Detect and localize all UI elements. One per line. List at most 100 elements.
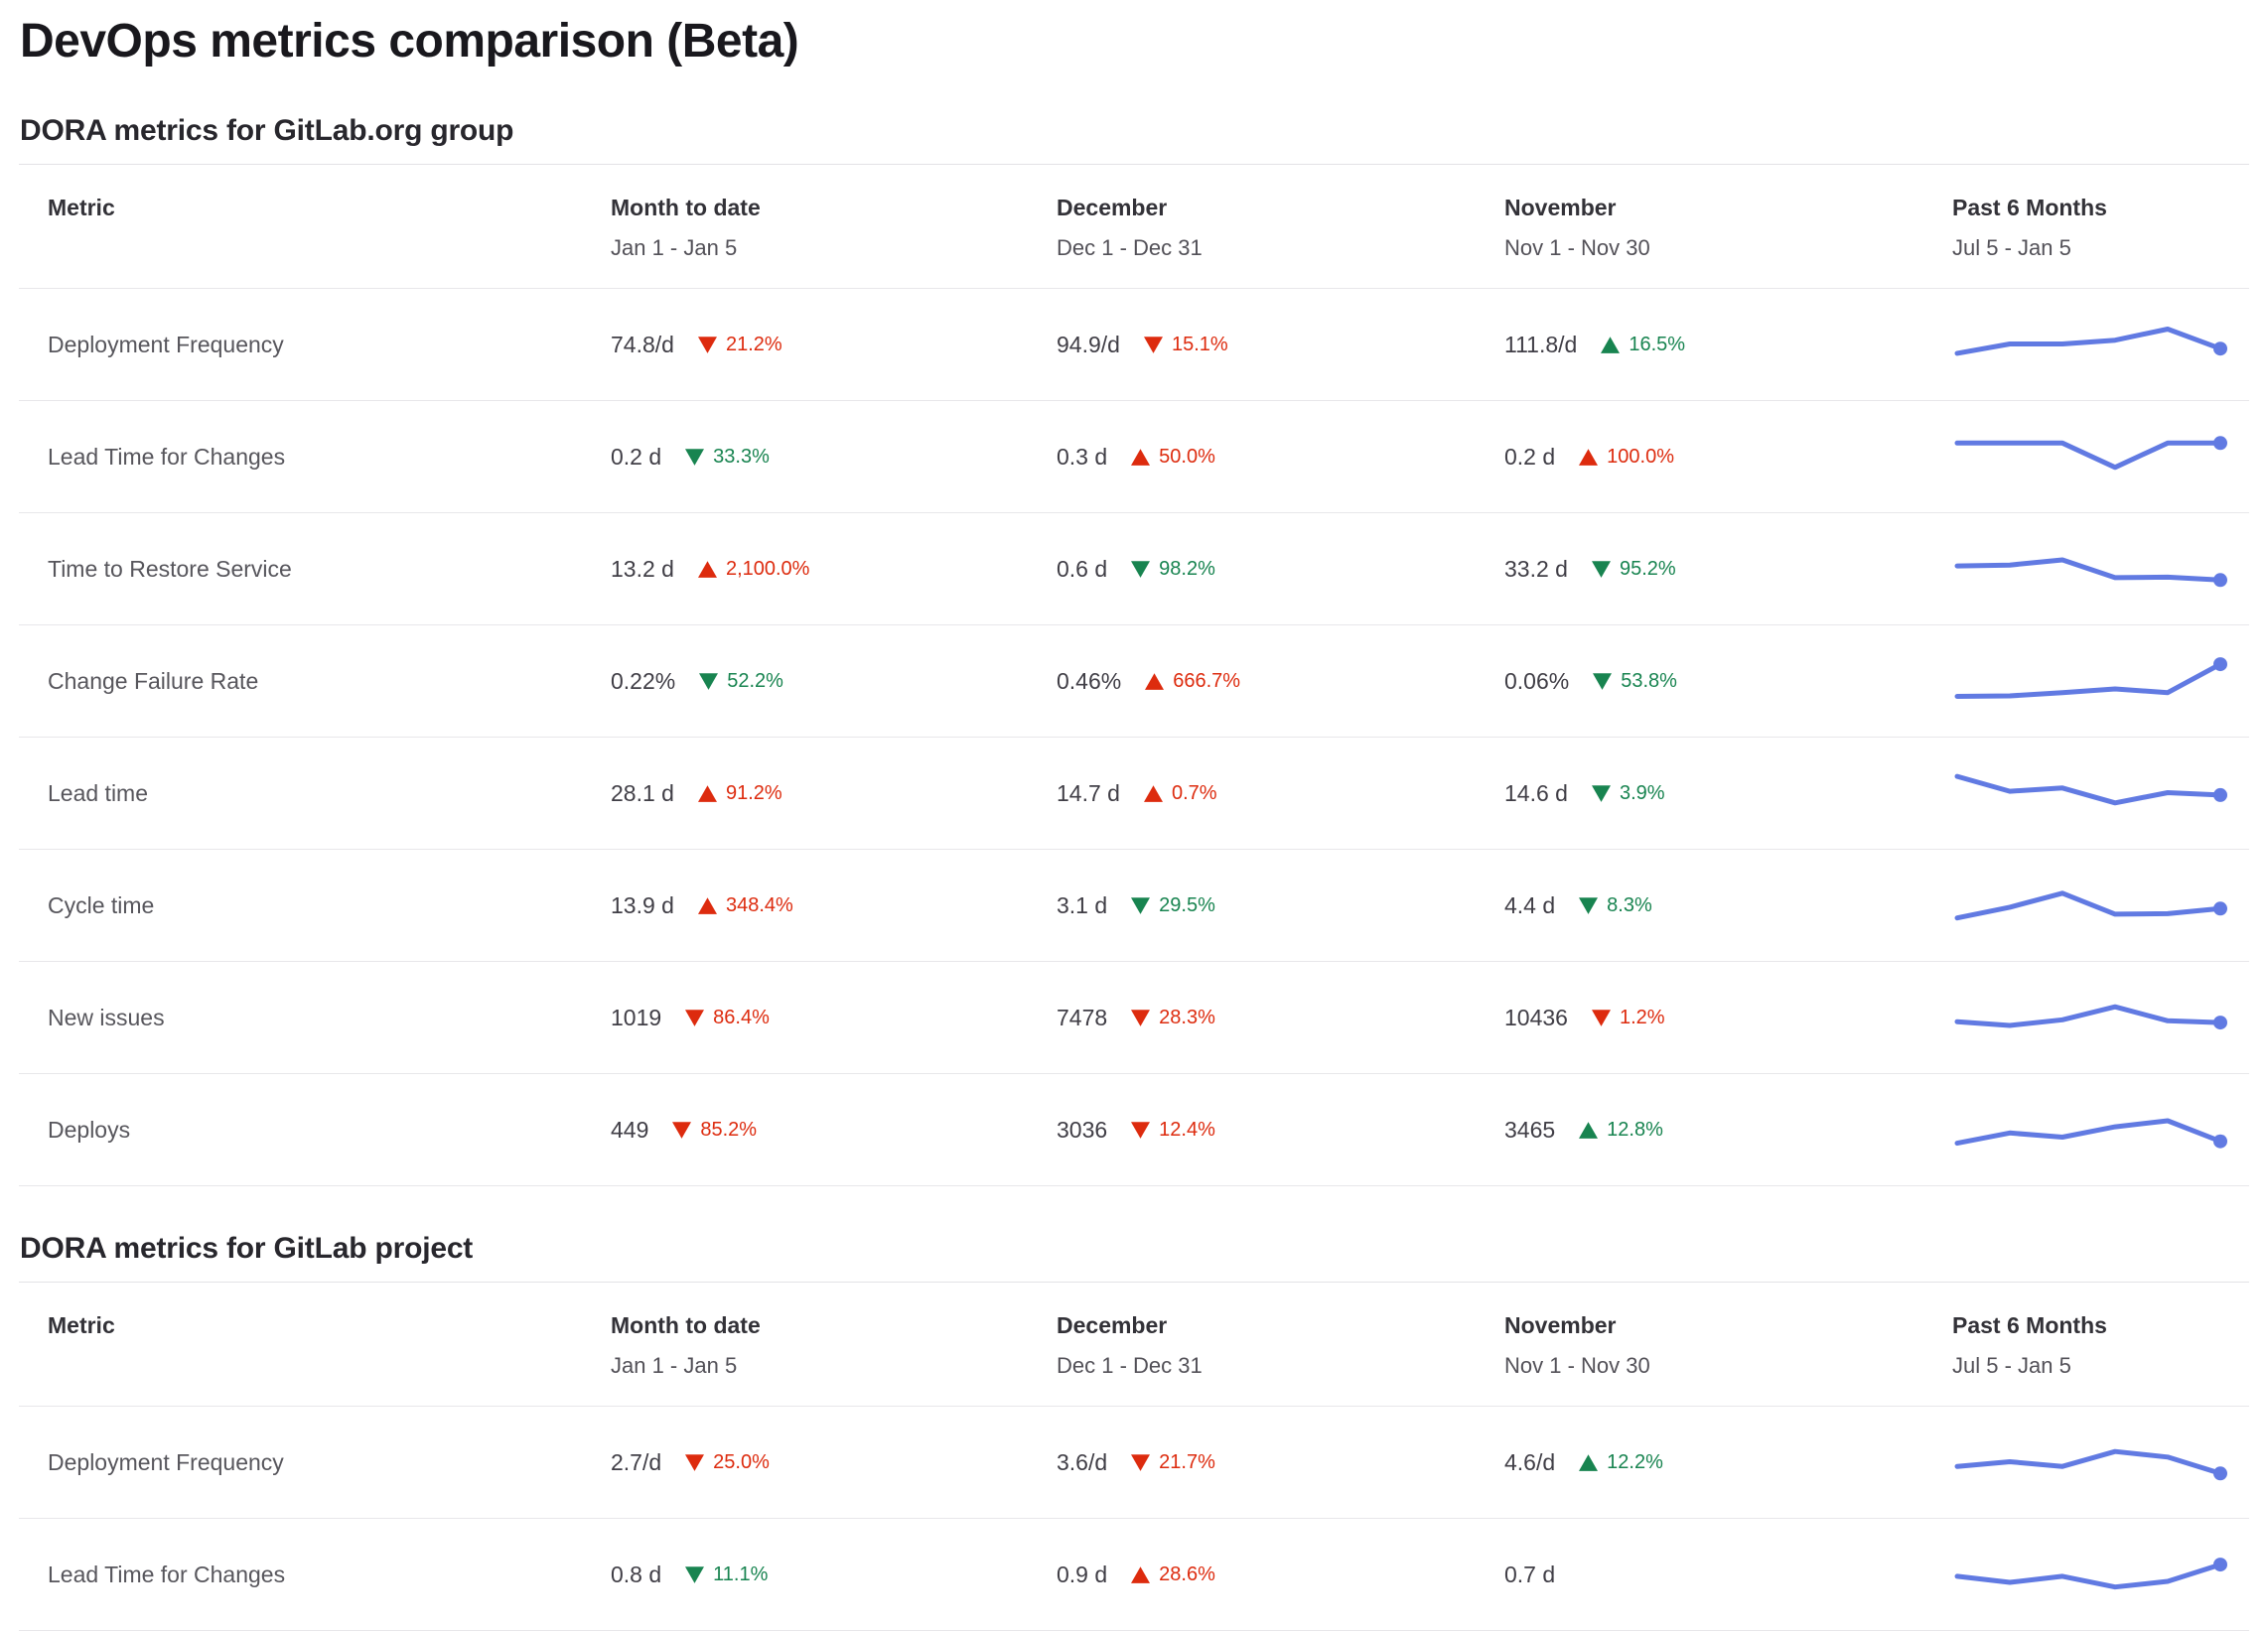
trend-down-icon — [697, 336, 717, 353]
metric-value-cell: 14.7 d 0.7% — [1057, 780, 1504, 807]
trend-down-icon — [685, 1565, 705, 1583]
dora-table: Metric Month to date Jan 1 - Jan 5 Decem… — [19, 1282, 2249, 1631]
metric-value: 14.6 d — [1504, 779, 1568, 806]
page-title: DevOps metrics comparison (Beta) — [20, 15, 799, 68]
column-range: Jul 5 - Jan 5 — [1952, 235, 2071, 261]
trend-down-icon — [1143, 336, 1163, 353]
metric-value: 4.4 d — [1504, 891, 1556, 918]
metric-value-cell: 13.9 d 348.4% — [611, 892, 1057, 919]
trend-down-icon — [1593, 672, 1613, 690]
table-row: Change Failure Rate 0.22% 52.2% 0.46% 666.7… — [19, 625, 2249, 738]
trend-down-icon — [699, 672, 719, 690]
trend-percent: 1.2% — [1619, 1006, 1665, 1028]
trend-down-icon — [1131, 896, 1151, 914]
trend-percent: 50.0% — [1159, 445, 1215, 468]
trend-percent: 95.2% — [1619, 557, 1676, 580]
sparkline-chart — [1954, 1118, 2227, 1149]
sparkline-cell — [1952, 986, 2249, 1049]
metric-value: 10436 — [1504, 1004, 1568, 1030]
metric-label: Lead time — [48, 779, 149, 806]
metric-value: 7478 — [1057, 1004, 1108, 1030]
tables-host: DORA metrics for GitLab.org group Metric… — [0, 114, 2268, 1631]
column-header: December Dec 1 - Dec 31 — [1057, 1312, 1504, 1379]
metric-value: 94.9/d — [1057, 331, 1120, 357]
column-label: November — [1504, 1312, 1617, 1338]
trend-percent: 12.8% — [1607, 1118, 1663, 1141]
metric-value-cell: 0.7 d — [1504, 1562, 1952, 1588]
trend-percent: 11.1% — [713, 1563, 769, 1585]
trend-percent: 12.2% — [1607, 1450, 1663, 1473]
metric-value: 0.06% — [1504, 667, 1570, 694]
metric-value: 28.1 d — [611, 779, 674, 806]
sparkline-chart — [1954, 1004, 2227, 1030]
devops-metrics-page: DevOps metrics comparison (Beta) DORA me… — [0, 14, 2268, 1631]
trend-percent: 12.4% — [1159, 1118, 1215, 1141]
trend-up-icon — [1145, 672, 1165, 690]
column-header: Past 6 Months Jul 5 - Jan 5 — [1952, 1312, 2249, 1379]
metric-value-cell: 0.9 d 28.6% — [1057, 1562, 1504, 1588]
trend-down-icon — [685, 1453, 705, 1471]
trend-percent: 21.2% — [725, 333, 782, 355]
metric-value-cell: 13.2 d 2,100.0% — [611, 556, 1057, 583]
sparkline-chart — [1954, 436, 2227, 471]
table-row: Cycle time 13.9 d 348.4% 3.1 d 29.5% 4.4 d 8.… — [19, 850, 2249, 962]
column-header: November Nov 1 - Nov 30 — [1504, 1312, 1952, 1379]
trend-down-icon — [685, 448, 705, 466]
table-row: Deployment Frequency 2.7/d 25.0% 3.6/d 21.7… — [19, 1407, 2249, 1519]
metric-value-cell: 0.2 d 33.3% — [611, 444, 1057, 471]
metric-value: 3036 — [1057, 1116, 1108, 1143]
metric-value: 0.8 d — [611, 1561, 662, 1587]
sparkline-cell — [1952, 1543, 2249, 1606]
metric-value-cell: 4.6/d 12.2% — [1504, 1449, 1952, 1476]
sparkline-chart — [1954, 327, 2227, 356]
metric-value: 0.2 d — [611, 443, 662, 470]
metric-value: 449 — [611, 1116, 649, 1143]
table-body: Deployment Frequency 2.7/d 25.0% 3.6/d 21.7… — [19, 1407, 2249, 1631]
metric-value-cell: 3036 12.4% — [1057, 1117, 1504, 1144]
column-range: Nov 1 - Nov 30 — [1504, 1353, 1650, 1379]
metric-value-cell: 10436 1.2% — [1504, 1005, 1952, 1031]
column-range: Dec 1 - Dec 31 — [1057, 1353, 1203, 1379]
metric-value-cell: 1019 86.4% — [611, 1005, 1057, 1031]
column-range: Jul 5 - Jan 5 — [1952, 1353, 2071, 1379]
metric-label: Deployment Frequency — [48, 331, 284, 357]
metric-value-cell: 74.8/d 21.2% — [611, 332, 1057, 358]
metric-value-cell: 28.1 d 91.2% — [611, 780, 1057, 807]
trend-percent: 28.3% — [1159, 1006, 1215, 1028]
metric-label: Deployment Frequency — [48, 1448, 284, 1475]
column-label: Metric — [48, 1312, 115, 1338]
column-range: Jan 1 - Jan 5 — [611, 1353, 738, 1379]
table-row: Lead Time for Changes 0.2 d 33.3% 0.3 d 50.… — [19, 401, 2249, 513]
table-row: Lead Time for Changes 0.8 d 11.1% 0.9 d 28.… — [19, 1519, 2249, 1631]
metric-value-cell: 0.8 d 11.1% — [611, 1562, 1057, 1588]
metric-value: 111.8/d — [1504, 331, 1578, 357]
trend-percent: 15.1% — [1171, 333, 1228, 355]
table-row: New issues 1019 86.4% 7478 28.3% 10436 1.2% — [19, 962, 2249, 1074]
trend-percent: 16.5% — [1629, 333, 1686, 355]
trend-down-icon — [1131, 1453, 1151, 1471]
trend-down-icon — [1131, 560, 1151, 578]
metric-value: 0.6 d — [1057, 555, 1108, 582]
trend-up-icon — [697, 784, 717, 802]
trend-up-icon — [1601, 336, 1621, 353]
column-header: Metric — [48, 195, 611, 235]
trend-up-icon — [1131, 1565, 1151, 1583]
trend-percent: 85.2% — [700, 1118, 758, 1141]
metric-value-cell: 2.7/d 25.0% — [611, 1449, 1057, 1476]
trend-percent: 100.0% — [1607, 445, 1674, 468]
metric-label: Change Failure Rate — [48, 667, 259, 694]
metric-label: Cycle time — [48, 891, 155, 918]
metric-label: Lead Time for Changes — [48, 1561, 286, 1587]
metric-value: 13.2 d — [611, 555, 674, 582]
metric-value: 0.3 d — [1057, 443, 1108, 470]
trend-up-icon — [1579, 1121, 1599, 1139]
column-header: November Nov 1 - Nov 30 — [1504, 195, 1952, 261]
metric-value-cell: 0.3 d 50.0% — [1057, 444, 1504, 471]
metric-value-cell: 3465 12.8% — [1504, 1117, 1952, 1144]
metric-value-cell: 0.06% 53.8% — [1504, 668, 1952, 695]
table-row: Deploys 449 85.2% 3036 12.4% 3465 12.8% — [19, 1074, 2249, 1186]
metric-value: 2.7/d — [611, 1448, 662, 1475]
section-heading: DORA metrics for GitLab project — [20, 1232, 474, 1265]
metric-value: 3.6/d — [1057, 1448, 1108, 1475]
trend-percent: 86.4% — [713, 1006, 770, 1028]
